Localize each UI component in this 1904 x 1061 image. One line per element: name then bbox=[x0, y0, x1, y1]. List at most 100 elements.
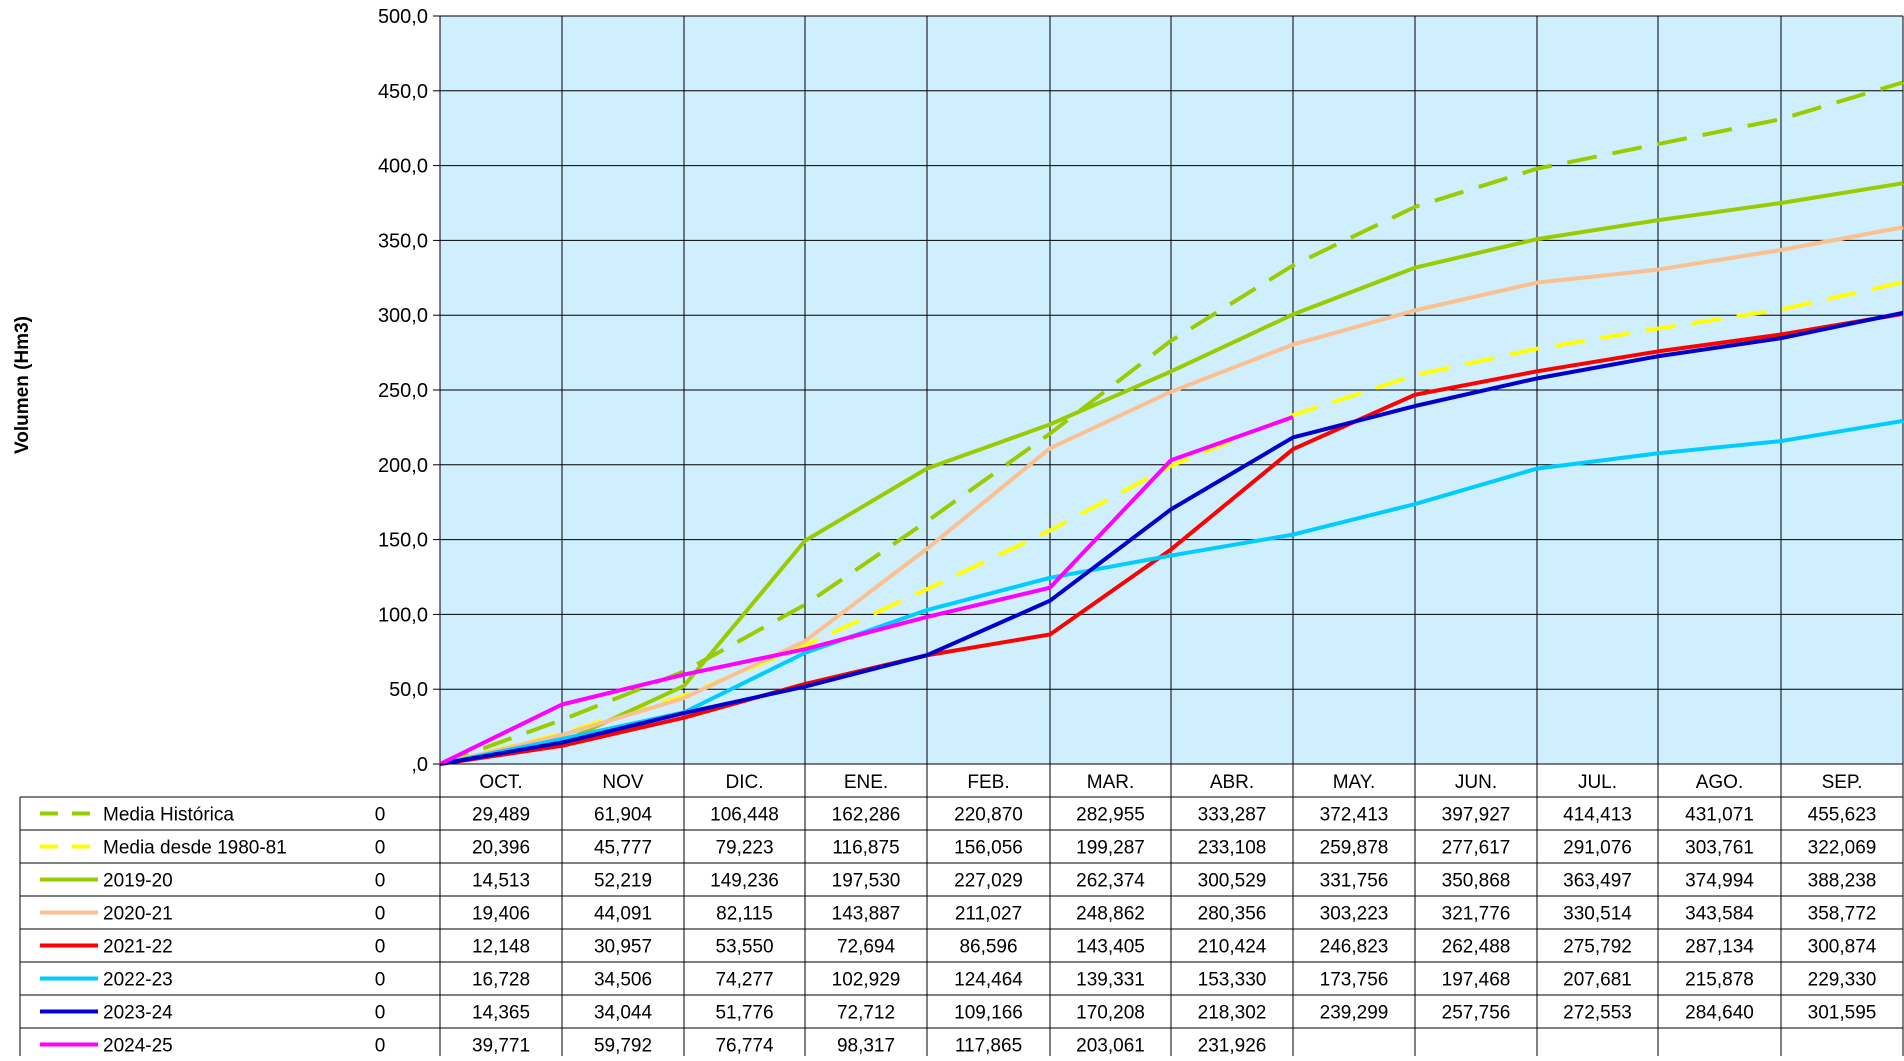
data-label: 431,071 bbox=[1685, 805, 1754, 826]
data-label: 0 bbox=[375, 838, 386, 859]
data-label: 162,286 bbox=[832, 805, 901, 826]
data-label: 203,061 bbox=[1076, 1036, 1145, 1057]
data-label: 220,870 bbox=[954, 805, 1023, 826]
data-label: 303,223 bbox=[1320, 904, 1389, 925]
data-label: 246,823 bbox=[1320, 937, 1389, 958]
data-label: 207,681 bbox=[1563, 970, 1632, 991]
data-label: 0 bbox=[375, 871, 386, 892]
data-label: 374,994 bbox=[1685, 871, 1754, 892]
y-tick-label: 400,0 bbox=[378, 156, 428, 178]
data-label: 116,875 bbox=[832, 838, 899, 859]
x-tick-label: ABR. bbox=[1210, 772, 1254, 793]
data-label: 59,792 bbox=[594, 1036, 652, 1057]
data-label: 52,219 bbox=[594, 871, 652, 892]
data-label: 53,550 bbox=[715, 937, 773, 958]
data-label: 363,497 bbox=[1563, 871, 1632, 892]
data-label: 98,317 bbox=[837, 1036, 895, 1057]
x-tick-label: DIC. bbox=[726, 772, 764, 793]
data-label: 51,776 bbox=[715, 1003, 773, 1024]
data-label: 12,148 bbox=[472, 937, 530, 958]
data-label: 211,027 bbox=[955, 904, 1022, 925]
data-label: 259,878 bbox=[1320, 838, 1389, 859]
data-label: 303,761 bbox=[1685, 838, 1754, 859]
x-tick-label: JUL. bbox=[1578, 772, 1617, 793]
data-label: 102,929 bbox=[832, 970, 901, 991]
data-label: 0 bbox=[375, 937, 386, 958]
data-label: 72,712 bbox=[837, 1003, 895, 1024]
data-label: 388,238 bbox=[1808, 871, 1877, 892]
data-label: 29,489 bbox=[472, 805, 530, 826]
data-label: 210,424 bbox=[1198, 937, 1267, 958]
data-label: 0 bbox=[375, 1003, 386, 1024]
data-label: 139,331 bbox=[1076, 970, 1145, 991]
data-label: 156,056 bbox=[954, 838, 1023, 859]
data-label: 358,772 bbox=[1808, 904, 1877, 925]
data-label: 117,865 bbox=[955, 1036, 1022, 1057]
data-label: 277,617 bbox=[1442, 838, 1511, 859]
data-label: 30,957 bbox=[594, 937, 652, 958]
data-label: 20,396 bbox=[472, 838, 530, 859]
data-label: 34,044 bbox=[594, 1003, 653, 1024]
data-label: 262,488 bbox=[1442, 937, 1511, 958]
x-tick-label: JUN. bbox=[1455, 772, 1497, 793]
data-label: 0 bbox=[375, 970, 386, 991]
legend-label: Media desde 1980-81 bbox=[103, 838, 287, 859]
data-label: 76,774 bbox=[715, 1036, 774, 1057]
data-label: 301,595 bbox=[1808, 1003, 1877, 1024]
data-label: 331,756 bbox=[1320, 871, 1389, 892]
data-label: 300,529 bbox=[1198, 871, 1267, 892]
data-label: 322,069 bbox=[1808, 838, 1877, 859]
legend-label: Media Histórica bbox=[103, 805, 234, 826]
data-label: 455,623 bbox=[1808, 805, 1877, 826]
data-label: 82,115 bbox=[716, 904, 773, 925]
data-label: 143,405 bbox=[1076, 937, 1145, 958]
data-label: 272,553 bbox=[1563, 1003, 1632, 1024]
series-line bbox=[439, 310, 1904, 766]
data-label: 44,091 bbox=[594, 904, 652, 925]
series-line bbox=[439, 415, 1294, 766]
y-tick-label: ,0 bbox=[411, 754, 428, 776]
data-label: 227,029 bbox=[954, 871, 1023, 892]
y-tick-label: 500,0 bbox=[378, 6, 428, 28]
x-tick-label: MAY. bbox=[1333, 772, 1376, 793]
y-tick-label: 50,0 bbox=[389, 679, 428, 701]
data-label: 414,413 bbox=[1563, 805, 1632, 826]
data-label: 350,868 bbox=[1442, 871, 1511, 892]
data-label: 74,277 bbox=[715, 970, 773, 991]
data-label: 124,464 bbox=[954, 970, 1023, 991]
data-label: 197,468 bbox=[1442, 970, 1511, 991]
data-label: 233,108 bbox=[1198, 838, 1267, 859]
data-label: 61,904 bbox=[594, 805, 653, 826]
y-tick-label: 150,0 bbox=[378, 530, 428, 552]
data-label: 0 bbox=[375, 805, 386, 826]
legend-label: 2024-25 bbox=[103, 1036, 173, 1057]
data-label: 170,208 bbox=[1076, 1003, 1145, 1024]
x-tick-label: AGO. bbox=[1696, 772, 1744, 793]
x-tick-label: ENE. bbox=[844, 772, 888, 793]
data-label: 16,728 bbox=[472, 970, 530, 991]
data-label: 45,777 bbox=[594, 838, 652, 859]
data-label: 343,584 bbox=[1685, 904, 1754, 925]
y-tick-label: 250,0 bbox=[378, 380, 428, 402]
gridlines bbox=[439, 15, 1904, 765]
data-label: 34,506 bbox=[594, 970, 652, 991]
series-line bbox=[439, 80, 1904, 766]
legend-label: 2022-23 bbox=[103, 970, 173, 991]
data-label: 153,330 bbox=[1198, 970, 1267, 991]
data-label: 372,413 bbox=[1320, 805, 1389, 826]
y-tick-label: 200,0 bbox=[378, 455, 428, 477]
data-label: 257,756 bbox=[1442, 1003, 1511, 1024]
data-label: 14,513 bbox=[472, 871, 530, 892]
x-tick-label: SEP. bbox=[1822, 772, 1863, 793]
data-label: 218,302 bbox=[1198, 1003, 1267, 1024]
data-label: 19,406 bbox=[472, 904, 530, 925]
x-tick-label: FEB. bbox=[967, 772, 1009, 793]
data-label: 330,514 bbox=[1563, 904, 1632, 925]
data-table: OCT. NOV DIC. ENE. FEB. MAR. ABR. MAY. JUN. JUL. A… bbox=[19, 763, 1904, 1061]
data-label: 262,374 bbox=[1076, 871, 1145, 892]
x-tick-label: OCT. bbox=[479, 772, 522, 793]
data-label: 248,862 bbox=[1076, 904, 1145, 925]
x-tick-label: MAR. bbox=[1087, 772, 1135, 793]
y-axis: ,0 50,0 100,0 150,0 200,0 250,0 300,0 350,0 400,… bbox=[378, 6, 440, 776]
